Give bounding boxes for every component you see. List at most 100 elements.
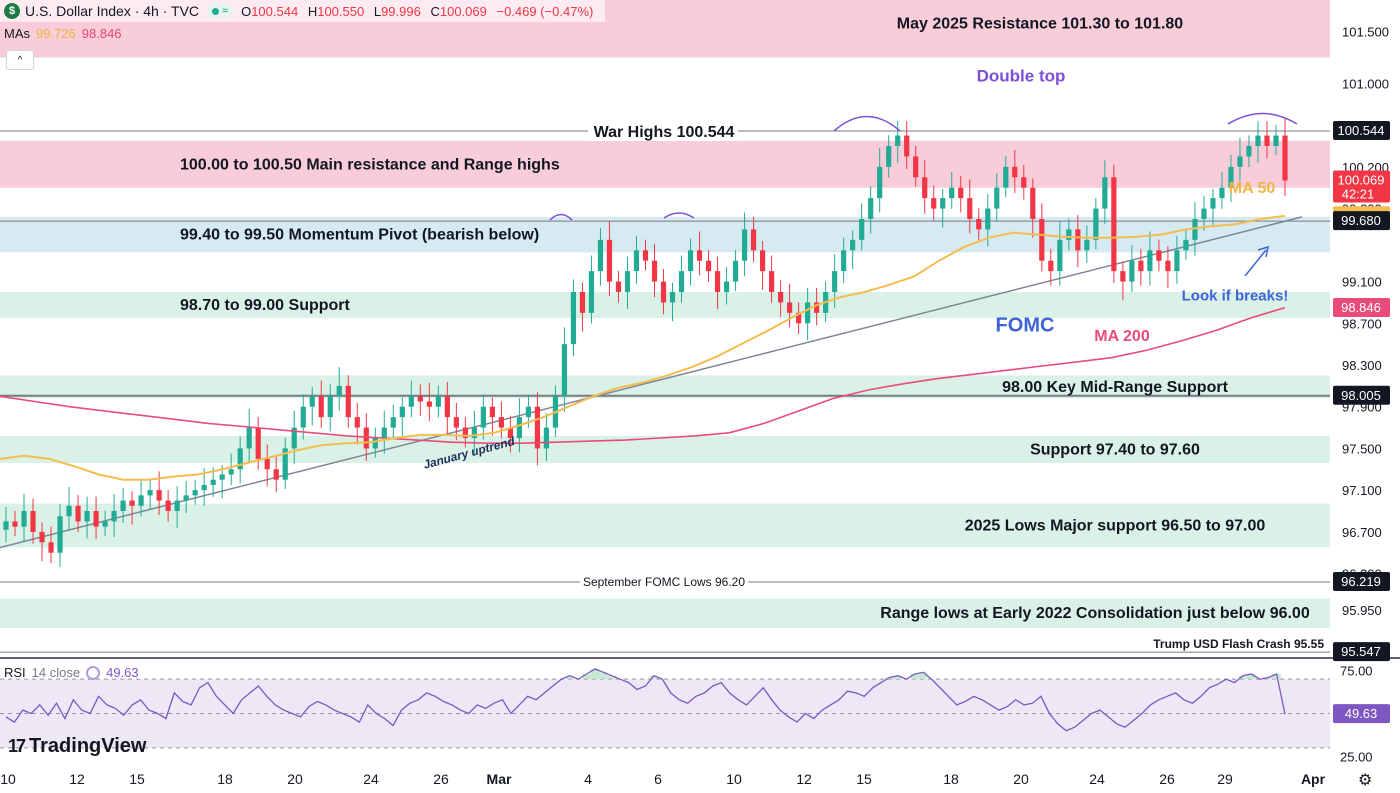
price-label-0-bg <box>1333 120 1390 140</box>
candle-body <box>615 281 622 292</box>
sept-fomc-label: September FOMC Lows 96.20 <box>583 575 745 589</box>
price-label-7: 95.547 <box>1341 644 1381 659</box>
candle-body <box>93 511 99 527</box>
candle-body <box>1219 187 1225 199</box>
market-status-badge[interactable]: ≈ <box>207 4 234 18</box>
rsi-legend-value: 49.63 <box>106 665 139 680</box>
candle-body <box>1039 219 1045 261</box>
candle-body <box>985 208 991 230</box>
candle-body <box>1246 146 1252 157</box>
time-tick-2: 15 <box>129 771 145 787</box>
mas-legend[interactable]: MAs 99.726 98.846 <box>4 26 122 41</box>
candle-body <box>480 406 486 428</box>
symbol-header[interactable]: $ U.S. Dollar Index · 4h · TVC ≈ O100.54… <box>0 0 606 22</box>
annotation-ma50: MA 50 <box>1229 180 1276 197</box>
rsi-line <box>5 668 1286 732</box>
candle-body <box>300 406 306 428</box>
candle-body <box>723 281 730 292</box>
zone-7 <box>0 598 1330 628</box>
candle-body <box>318 396 324 418</box>
candle-body <box>84 511 90 522</box>
time-tick-8: 4 <box>584 771 592 787</box>
candle-body <box>994 187 1000 209</box>
candle-body <box>381 427 387 438</box>
zone-label-4: 98.00 Key Mid-Range Support <box>1002 379 1228 396</box>
candle-body <box>408 396 414 407</box>
annotation-arrow-head <box>1257 245 1269 258</box>
candle-body <box>1282 135 1288 181</box>
candle-body <box>1264 135 1270 146</box>
collapse-legend-button[interactable]: ^ <box>6 50 34 70</box>
price-label-6: 96.219 <box>1341 574 1381 589</box>
rsi-overbought-fill <box>590 668 600 680</box>
candle-body <box>1066 229 1072 240</box>
price-label-7-bg <box>1333 642 1390 662</box>
candle-body <box>732 260 739 282</box>
candle-body <box>3 521 9 530</box>
candle-body <box>246 427 252 449</box>
candle-body <box>21 511 27 527</box>
candle-body <box>651 260 658 282</box>
candle-body <box>1147 250 1153 272</box>
candle-body <box>1138 260 1144 272</box>
candle-body <box>471 427 477 438</box>
candle-body <box>759 250 766 272</box>
price-label-3-bg <box>1333 211 1390 231</box>
candle-body <box>1273 135 1279 146</box>
dollar-icon: $ <box>4 3 20 19</box>
candle-body <box>1003 166 1009 188</box>
candle-body <box>579 292 586 313</box>
candle-body <box>805 302 811 324</box>
zone-label-7: Range lows at Early 2022 Consolidation j… <box>880 605 1310 622</box>
time-tick-10: 10 <box>726 771 742 787</box>
double-top-arc-0 <box>549 213 573 221</box>
rsi-legend[interactable]: RSI 14 close 49.63 <box>4 665 139 680</box>
candle-body <box>1102 177 1108 209</box>
double-top-arc-1 <box>663 212 695 219</box>
candle-body <box>841 250 847 272</box>
candle-body <box>705 260 712 272</box>
war-highs-label: War Highs 100.544 <box>594 124 735 141</box>
candle-body <box>210 479 216 485</box>
candle-body <box>273 469 279 480</box>
candle-body <box>895 135 901 146</box>
candle-body <box>714 271 721 292</box>
candle-body <box>372 438 378 449</box>
settings-gear-icon[interactable]: ⚙ <box>1358 772 1373 789</box>
candle-body <box>967 198 973 219</box>
candle-body <box>129 500 135 506</box>
candle-body <box>1165 260 1171 272</box>
annotation-ma200: MA 200 <box>1094 328 1150 345</box>
price-label-4-bg <box>1333 298 1390 318</box>
symbol-title[interactable]: U.S. Dollar Index · 4h · TVC <box>25 3 200 19</box>
candle-body <box>417 396 423 402</box>
candle-body <box>1093 208 1099 240</box>
rsi-overbought-fill <box>893 675 903 680</box>
zone-2 <box>0 216 1330 253</box>
candle-body <box>291 427 297 449</box>
candle-body <box>931 198 937 209</box>
candle-body <box>976 219 982 230</box>
tradingview-logo[interactable]: 17 TradingView <box>8 735 146 758</box>
candle-body <box>390 417 396 428</box>
time-tick-16: 26 <box>1159 771 1175 787</box>
candle-body <box>156 490 162 501</box>
candle-body <box>1084 239 1090 251</box>
price-tick-10: 97.100 <box>1342 483 1382 498</box>
candle-body <box>1192 219 1198 240</box>
time-tick-15: 24 <box>1089 771 1105 787</box>
price-tick-5: 99.100 <box>1342 275 1382 290</box>
rsi-overbought-fill <box>1247 674 1256 680</box>
candle-body <box>1021 177 1027 188</box>
change-readout: −0.469 (−0.47%) <box>496 3 594 19</box>
ma200-legend-value: 98.846 <box>81 26 122 41</box>
ma50-legend-value: 99.726 <box>36 26 76 41</box>
rsi-value-label-bg <box>1333 704 1390 724</box>
candle-body <box>12 521 18 527</box>
double-top-arc-2 <box>833 115 901 132</box>
rsi-overbought-fill <box>1263 677 1273 680</box>
war-highs-label-bg <box>588 120 738 141</box>
candle-body <box>39 531 45 543</box>
candle-body <box>642 250 649 261</box>
